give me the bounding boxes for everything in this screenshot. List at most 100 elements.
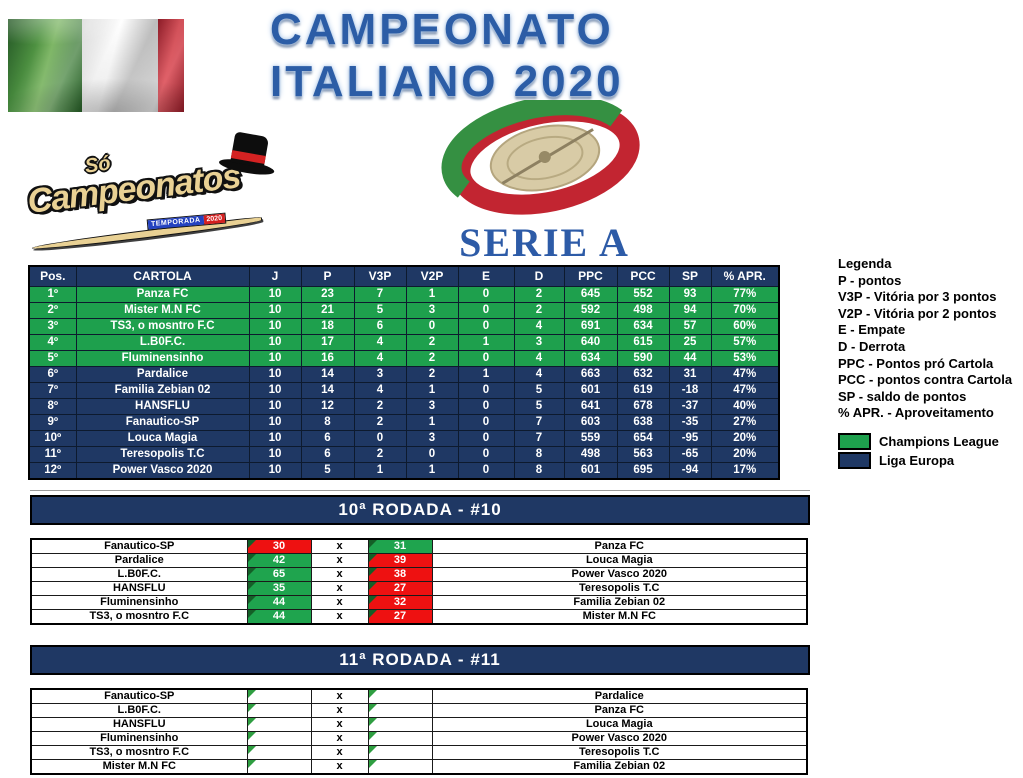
away-score-cell (367, 745, 433, 760)
score-flag-triangle-icon (369, 610, 377, 618)
pos-cell: 11º (28, 445, 77, 463)
versus-cell: x (310, 553, 369, 568)
round-11-banner: 11ª RODADA - #11 (30, 645, 810, 675)
round-10-title: 10ª RODADA - #10 (338, 500, 502, 519)
d-cell: 4 (513, 349, 565, 367)
home-team-cell: Fanautico-SP (30, 538, 248, 554)
away-score-value: 32 (393, 596, 407, 609)
champions-color-swatch (838, 432, 871, 450)
away-score-cell (367, 703, 433, 718)
p-cell: 12 (300, 397, 355, 415)
page-title: CAMPEONATO ITALIANO 2020 (270, 4, 624, 108)
d-cell: 8 (513, 461, 565, 479)
away-score-cell: 38 (367, 567, 433, 582)
d-cell: 7 (513, 413, 565, 431)
away-team-cell: Familia Zebian 02 (431, 595, 808, 610)
p-cell: 21 (300, 301, 355, 319)
j-cell: 10 (248, 301, 302, 319)
header-pcc: PCC (616, 265, 670, 287)
home-team-cell: TS3, o mosntro F.C (30, 609, 248, 625)
team-cell: Fluminensinho (75, 349, 250, 367)
team-cell: HANSFLU (75, 397, 250, 415)
legend-item: PPC - Pontos pró Cartola (838, 355, 994, 371)
flag-green-stripe (8, 19, 82, 112)
header-p: P (300, 265, 355, 287)
versus-cell: x (310, 538, 369, 554)
home-score-cell: 30 (246, 538, 312, 554)
standings-table: Pos. CARTOLA J P V3P V2P E D PPC PCC SP … (28, 265, 780, 480)
legend-item: PCC - pontos contra Cartola (838, 372, 1013, 388)
match-row: Pardalice 42 x 39 Louca Magia (30, 553, 808, 568)
home-score-value: 44 (272, 596, 286, 609)
home-team-cell: Fluminensinho (30, 731, 248, 746)
e-cell: 0 (457, 317, 515, 335)
home-score-cell (246, 731, 312, 746)
ppc-cell: 691 (563, 317, 618, 335)
table-row: 3º TS3, o mosntro F.C 10 18 6 0 0 4 691 634 57 60% (28, 317, 780, 335)
v3p-cell: 0 (353, 429, 407, 447)
away-score-value: 39 (393, 554, 407, 567)
match-row: HANSFLU x Louca Magia (30, 717, 808, 732)
serie-a-wordmark: SERIE A (459, 220, 630, 265)
j-cell: 10 (248, 365, 302, 383)
round-10-matches-table: Fanautico-SP 30 x 31 Panza FC Pardalice … (30, 538, 808, 625)
legend-zone-europa: Liga Europa (838, 451, 1023, 470)
pcc-cell: 552 (616, 285, 670, 303)
d-cell: 5 (513, 397, 565, 415)
pos-cell: 6º (28, 365, 77, 383)
v3p-cell: 7 (353, 285, 407, 303)
apr-cell: 60% (710, 317, 780, 335)
p-cell: 6 (300, 445, 355, 463)
round-11-matches-table: Fanautico-SP x Pardalice L.B0F.C. x Panz… (30, 688, 808, 775)
score-flag-triangle-icon (369, 568, 377, 576)
europa-label: Liga Europa (879, 452, 955, 468)
apr-cell: 77% (710, 285, 780, 303)
j-cell: 10 (248, 413, 302, 431)
away-score-value: 27 (393, 610, 407, 622)
score-flag-triangle-icon (248, 610, 256, 618)
pcc-cell: 590 (616, 349, 670, 367)
home-score-cell: 44 (246, 595, 312, 610)
v3p-cell: 1 (353, 461, 407, 479)
e-cell: 0 (457, 445, 515, 463)
versus-cell: x (310, 731, 369, 746)
e-cell: 1 (457, 365, 515, 383)
sp-cell: -65 (668, 445, 712, 463)
pos-cell: 1º (28, 285, 77, 303)
title-line-2: ITALIANO 2020 (270, 57, 624, 106)
ppc-cell: 640 (563, 333, 618, 351)
match-row: Fluminensinho x Power Vasco 2020 (30, 731, 808, 746)
flag-red-stripe (157, 19, 184, 112)
home-team-cell: HANSFLU (30, 717, 248, 732)
p-cell: 14 (300, 365, 355, 383)
e-cell: 0 (457, 429, 515, 447)
apr-cell: 20% (710, 429, 780, 447)
match-row: TS3, o mosntro F.C x Teresopolis T.C (30, 745, 808, 760)
pcc-cell: 638 (616, 413, 670, 431)
v2p-cell: 1 (405, 413, 459, 431)
p-cell: 5 (300, 461, 355, 479)
home-score-cell: 42 (246, 553, 312, 568)
table-row: 9º Fanautico-SP 10 8 2 1 0 7 603 638 -35 27% (28, 413, 780, 431)
match-row: Fanautico-SP 30 x 31 Panza FC (30, 538, 808, 554)
d-cell: 4 (513, 317, 565, 335)
round-11-title: 11ª RODADA - #11 (339, 650, 501, 669)
apr-cell: 40% (710, 397, 780, 415)
d-cell: 4 (513, 365, 565, 383)
away-score-cell (367, 759, 433, 775)
versus-cell: x (310, 595, 369, 610)
team-cell: L.B0F.C. (75, 333, 250, 351)
home-team-cell: Pardalice (30, 553, 248, 568)
away-team-cell: Pardalice (431, 688, 808, 704)
pos-cell: 7º (28, 381, 77, 399)
match-row: L.B0F.C. 65 x 38 Power Vasco 2020 (30, 567, 808, 582)
ppc-cell: 641 (563, 397, 618, 415)
v3p-cell: 4 (353, 381, 407, 399)
legend-item: P - pontos (838, 272, 902, 288)
e-cell: 1 (457, 333, 515, 351)
versus-cell: x (310, 745, 369, 760)
pos-cell: 10º (28, 429, 77, 447)
apr-cell: 57% (710, 333, 780, 351)
team-cell: TS3, o mosntro F.C (75, 317, 250, 335)
header-v2p: V2P (405, 265, 459, 287)
